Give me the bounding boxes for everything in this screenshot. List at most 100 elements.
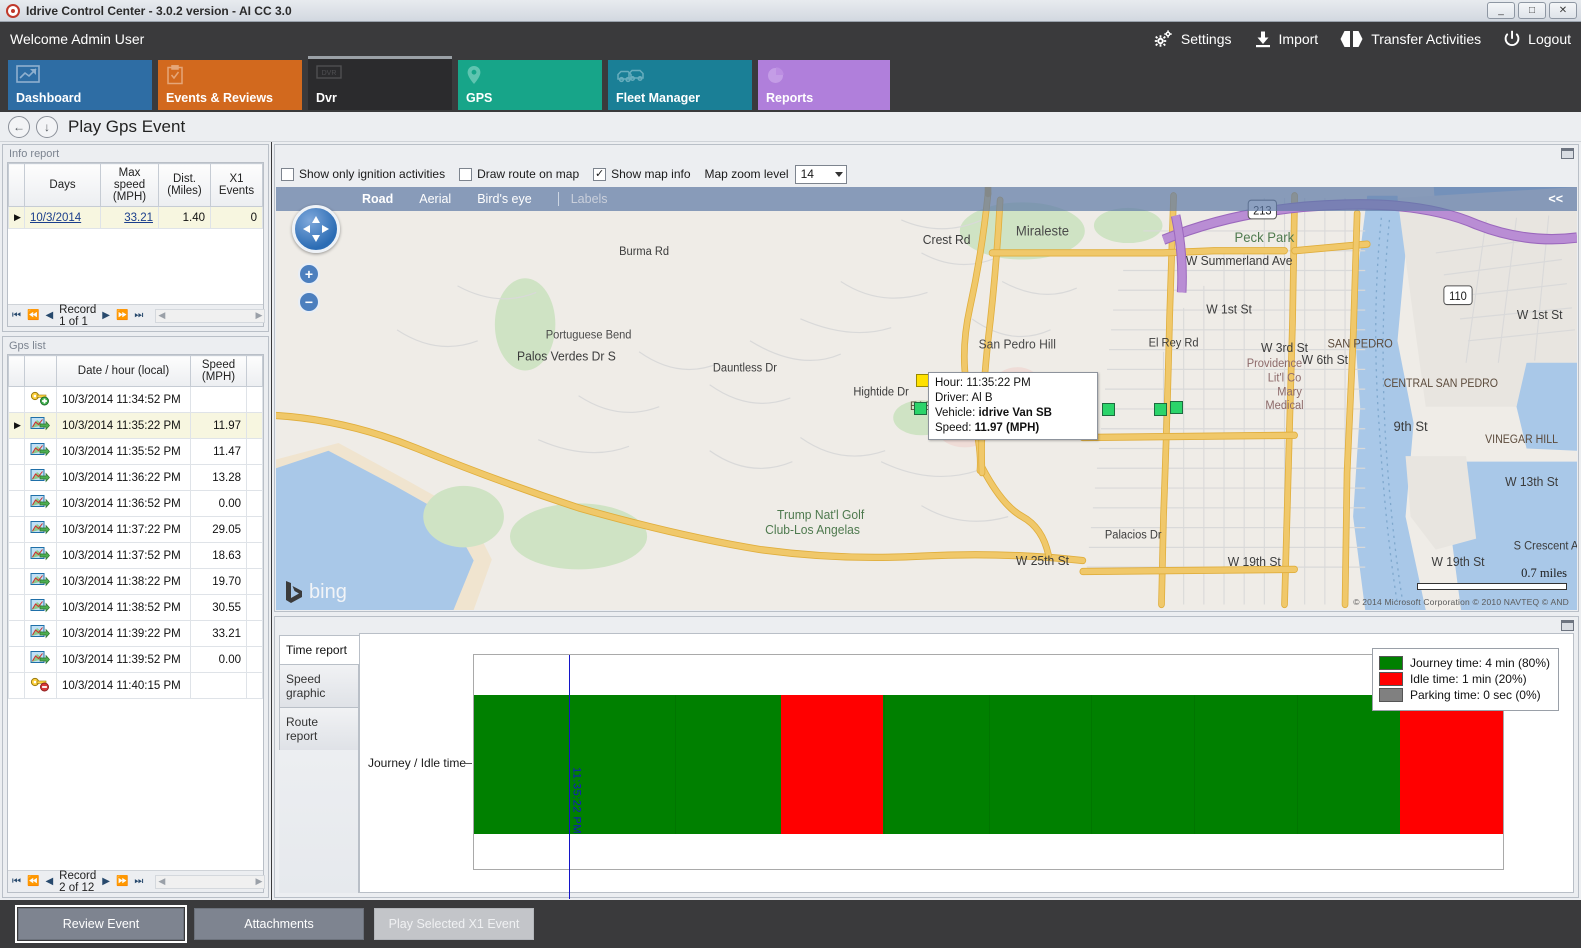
speed-line-2: (MPH) — [201, 371, 236, 383]
list-item[interactable]: 10/3/2014 11:40:15 PM — [8, 672, 263, 699]
chart-time-cursor[interactable] — [568, 655, 570, 899]
cell-days[interactable]: 10/3/2014 — [24, 206, 101, 229]
table-row[interactable]: ▶ 10/3/2014 33.21 1.40 0 — [8, 206, 263, 229]
module-tab-fleet-manager[interactable]: Fleet Manager — [608, 60, 752, 110]
map-style-road[interactable]: Road — [362, 192, 394, 206]
module-tab-reports[interactable]: Reports — [758, 60, 890, 110]
show-map-info-checkbox[interactable]: ✓ Show map info — [593, 167, 691, 181]
nav-first-button[interactable]: ⏮ — [12, 876, 21, 887]
map-style-birds-eye[interactable]: Bird's eye — [477, 192, 532, 206]
list-item[interactable]: 10/3/2014 11:38:52 PM 30.55 — [8, 594, 263, 621]
list-item[interactable]: 10/3/2014 11:34:52 PM — [8, 386, 263, 413]
tab-route-report[interactable]: Route report — [279, 707, 359, 750]
tab-speed-graphic[interactable]: Speed graphic — [279, 664, 359, 707]
map-zoom-level-select[interactable]: 14 — [794, 164, 847, 184]
draw-route-checkbox[interactable]: Draw route on map — [459, 167, 579, 181]
show-only-ignition-checkbox[interactable]: Show only ignition activities — [281, 167, 445, 181]
row-selector-header — [8, 355, 25, 387]
close-button[interactable]: ✕ — [1549, 2, 1577, 19]
list-item[interactable]: 10/3/2014 11:36:52 PM 0.00 — [8, 490, 263, 517]
nav-prev-button[interactable]: ◀ — [45, 310, 54, 321]
horizontal-scrollbar[interactable]: ◀ ▶ — [155, 308, 266, 323]
gps-marker[interactable] — [1170, 401, 1183, 414]
module-tab-dashboard[interactable]: Dashboard — [8, 60, 152, 110]
map-canvas[interactable]: .rd { stroke:#d9d9d9; stroke-width:1.1; … — [276, 187, 1577, 610]
map-style-labels[interactable]: Labels — [557, 192, 608, 206]
row-marker — [8, 542, 25, 569]
pie-chart-icon — [766, 65, 882, 88]
nav-next-button[interactable]: ▶ — [102, 310, 110, 321]
list-item[interactable]: ▶ 10/3/2014 11:35:22 PM 11.97 — [8, 412, 263, 439]
map-zoom-in-button[interactable]: + — [298, 263, 320, 285]
module-tab-gps[interactable]: GPS — [458, 60, 602, 110]
chevron-down-icon[interactable] — [834, 171, 843, 177]
map-zoom-level-value: 14 — [800, 167, 814, 181]
column-header-dist[interactable]: Dist. (Miles) — [158, 163, 211, 207]
arrow-left-circle-icon[interactable]: ← — [8, 115, 30, 138]
list-item[interactable]: 10/3/2014 11:39:52 PM 0.00 — [8, 646, 263, 673]
tab-time-report[interactable]: Time report — [279, 635, 359, 664]
minimize-button[interactable]: _ — [1487, 2, 1515, 19]
nav-next-button[interactable]: ▶ — [102, 876, 110, 887]
map-zoom-out-button[interactable]: − — [298, 291, 320, 313]
transfer-activities-button[interactable]: Transfer Activities — [1340, 30, 1481, 48]
row-marker — [8, 646, 25, 673]
list-item[interactable]: 10/3/2014 11:35:52 PM 11.47 — [8, 438, 263, 465]
gps-point-icon — [24, 568, 57, 595]
gps-marker[interactable] — [1102, 403, 1115, 416]
arrow-down-circle-icon[interactable]: ↓ — [36, 115, 58, 138]
scroll-right-arrow[interactable]: ▶ — [255, 310, 263, 320]
scroll-left-arrow[interactable]: ◀ — [158, 876, 166, 886]
nav-prev-button[interactable]: ◀ — [45, 876, 54, 887]
scroll-left-arrow[interactable]: ◀ — [158, 310, 166, 320]
legend-swatch-parking — [1378, 688, 1403, 702]
settings-button[interactable]: Settings — [1152, 29, 1232, 49]
nav-last-button[interactable]: ⏭ — [134, 310, 144, 321]
column-header-speed[interactable]: Speed (MPH) — [190, 355, 247, 387]
module-tab-events-reviews[interactable]: Events & Reviews — [158, 60, 302, 110]
review-event-button[interactable]: Review Event — [15, 905, 187, 943]
scroll-right-arrow[interactable]: ▶ — [255, 876, 263, 886]
gps-marker[interactable] — [1154, 403, 1167, 416]
max-speed-link[interactable]: 33.21 — [124, 211, 153, 224]
cell-max-speed[interactable]: 33.21 — [100, 206, 159, 229]
list-item[interactable]: 10/3/2014 11:37:22 PM 29.05 — [8, 516, 263, 543]
list-item[interactable]: 10/3/2014 11:38:22 PM 19.70 — [8, 568, 263, 595]
key-add-icon — [24, 386, 57, 413]
map-pan-control[interactable] — [292, 205, 340, 253]
attachments-button[interactable]: Attachments — [194, 908, 364, 940]
nav-first-button[interactable]: ⏮ — [12, 310, 21, 321]
chart-gridline — [1194, 695, 1196, 834]
checkbox-box[interactable]: ✓ — [593, 167, 607, 181]
map-style-collapse-button[interactable]: << — [1548, 192, 1563, 206]
checkbox-box[interactable] — [281, 167, 294, 181]
bing-logo[interactable]: bing — [284, 580, 347, 604]
play-selected-x1-event-button[interactable]: Play Selected X1 Event — [374, 908, 534, 940]
nav-next-page-button[interactable]: ⏩ — [115, 876, 129, 887]
days-link[interactable]: 10/3/2014 — [30, 211, 82, 224]
list-item[interactable]: 10/3/2014 11:39:22 PM 33.21 — [8, 620, 263, 647]
map-label: Miraleste — [1016, 223, 1069, 239]
column-header-x1-events[interactable]: X1 Events — [210, 163, 263, 207]
logout-button[interactable]: Logout — [1503, 30, 1571, 48]
map-style-aerial[interactable]: Aerial — [419, 192, 452, 206]
horizontal-scrollbar[interactable]: ◀ ▶ — [155, 874, 266, 889]
gps-marker[interactable] — [914, 402, 927, 415]
maximize-button[interactable]: □ — [1518, 2, 1546, 19]
map-label: Burma Rd — [619, 245, 669, 259]
list-item[interactable]: 10/3/2014 11:36:22 PM 13.28 — [8, 464, 263, 491]
nav-next-page-button[interactable]: ⏩ — [115, 310, 129, 321]
nav-last-button[interactable]: ⏭ — [134, 876, 144, 887]
row-marker: ▶ — [8, 412, 25, 439]
column-header-days[interactable]: Days — [24, 163, 101, 207]
checkbox-box[interactable] — [459, 167, 473, 181]
nav-prev-page-button[interactable]: ⏪ — [27, 310, 40, 321]
module-tab-dvr[interactable]: DVR Dvr — [308, 56, 452, 110]
column-header-max-speed[interactable]: Max speed (MPH) — [100, 163, 159, 207]
nav-prev-page-button[interactable]: ⏪ — [27, 876, 40, 887]
list-item[interactable]: 10/3/2014 11:37:52 PM 18.63 — [8, 542, 263, 569]
column-header-datetime[interactable]: Date / hour (local) — [56, 355, 191, 387]
report-panel-restore-icon[interactable] — [1561, 619, 1574, 631]
map-panel-restore-icon[interactable] — [1561, 147, 1574, 159]
import-button[interactable]: Import — [1254, 30, 1318, 48]
